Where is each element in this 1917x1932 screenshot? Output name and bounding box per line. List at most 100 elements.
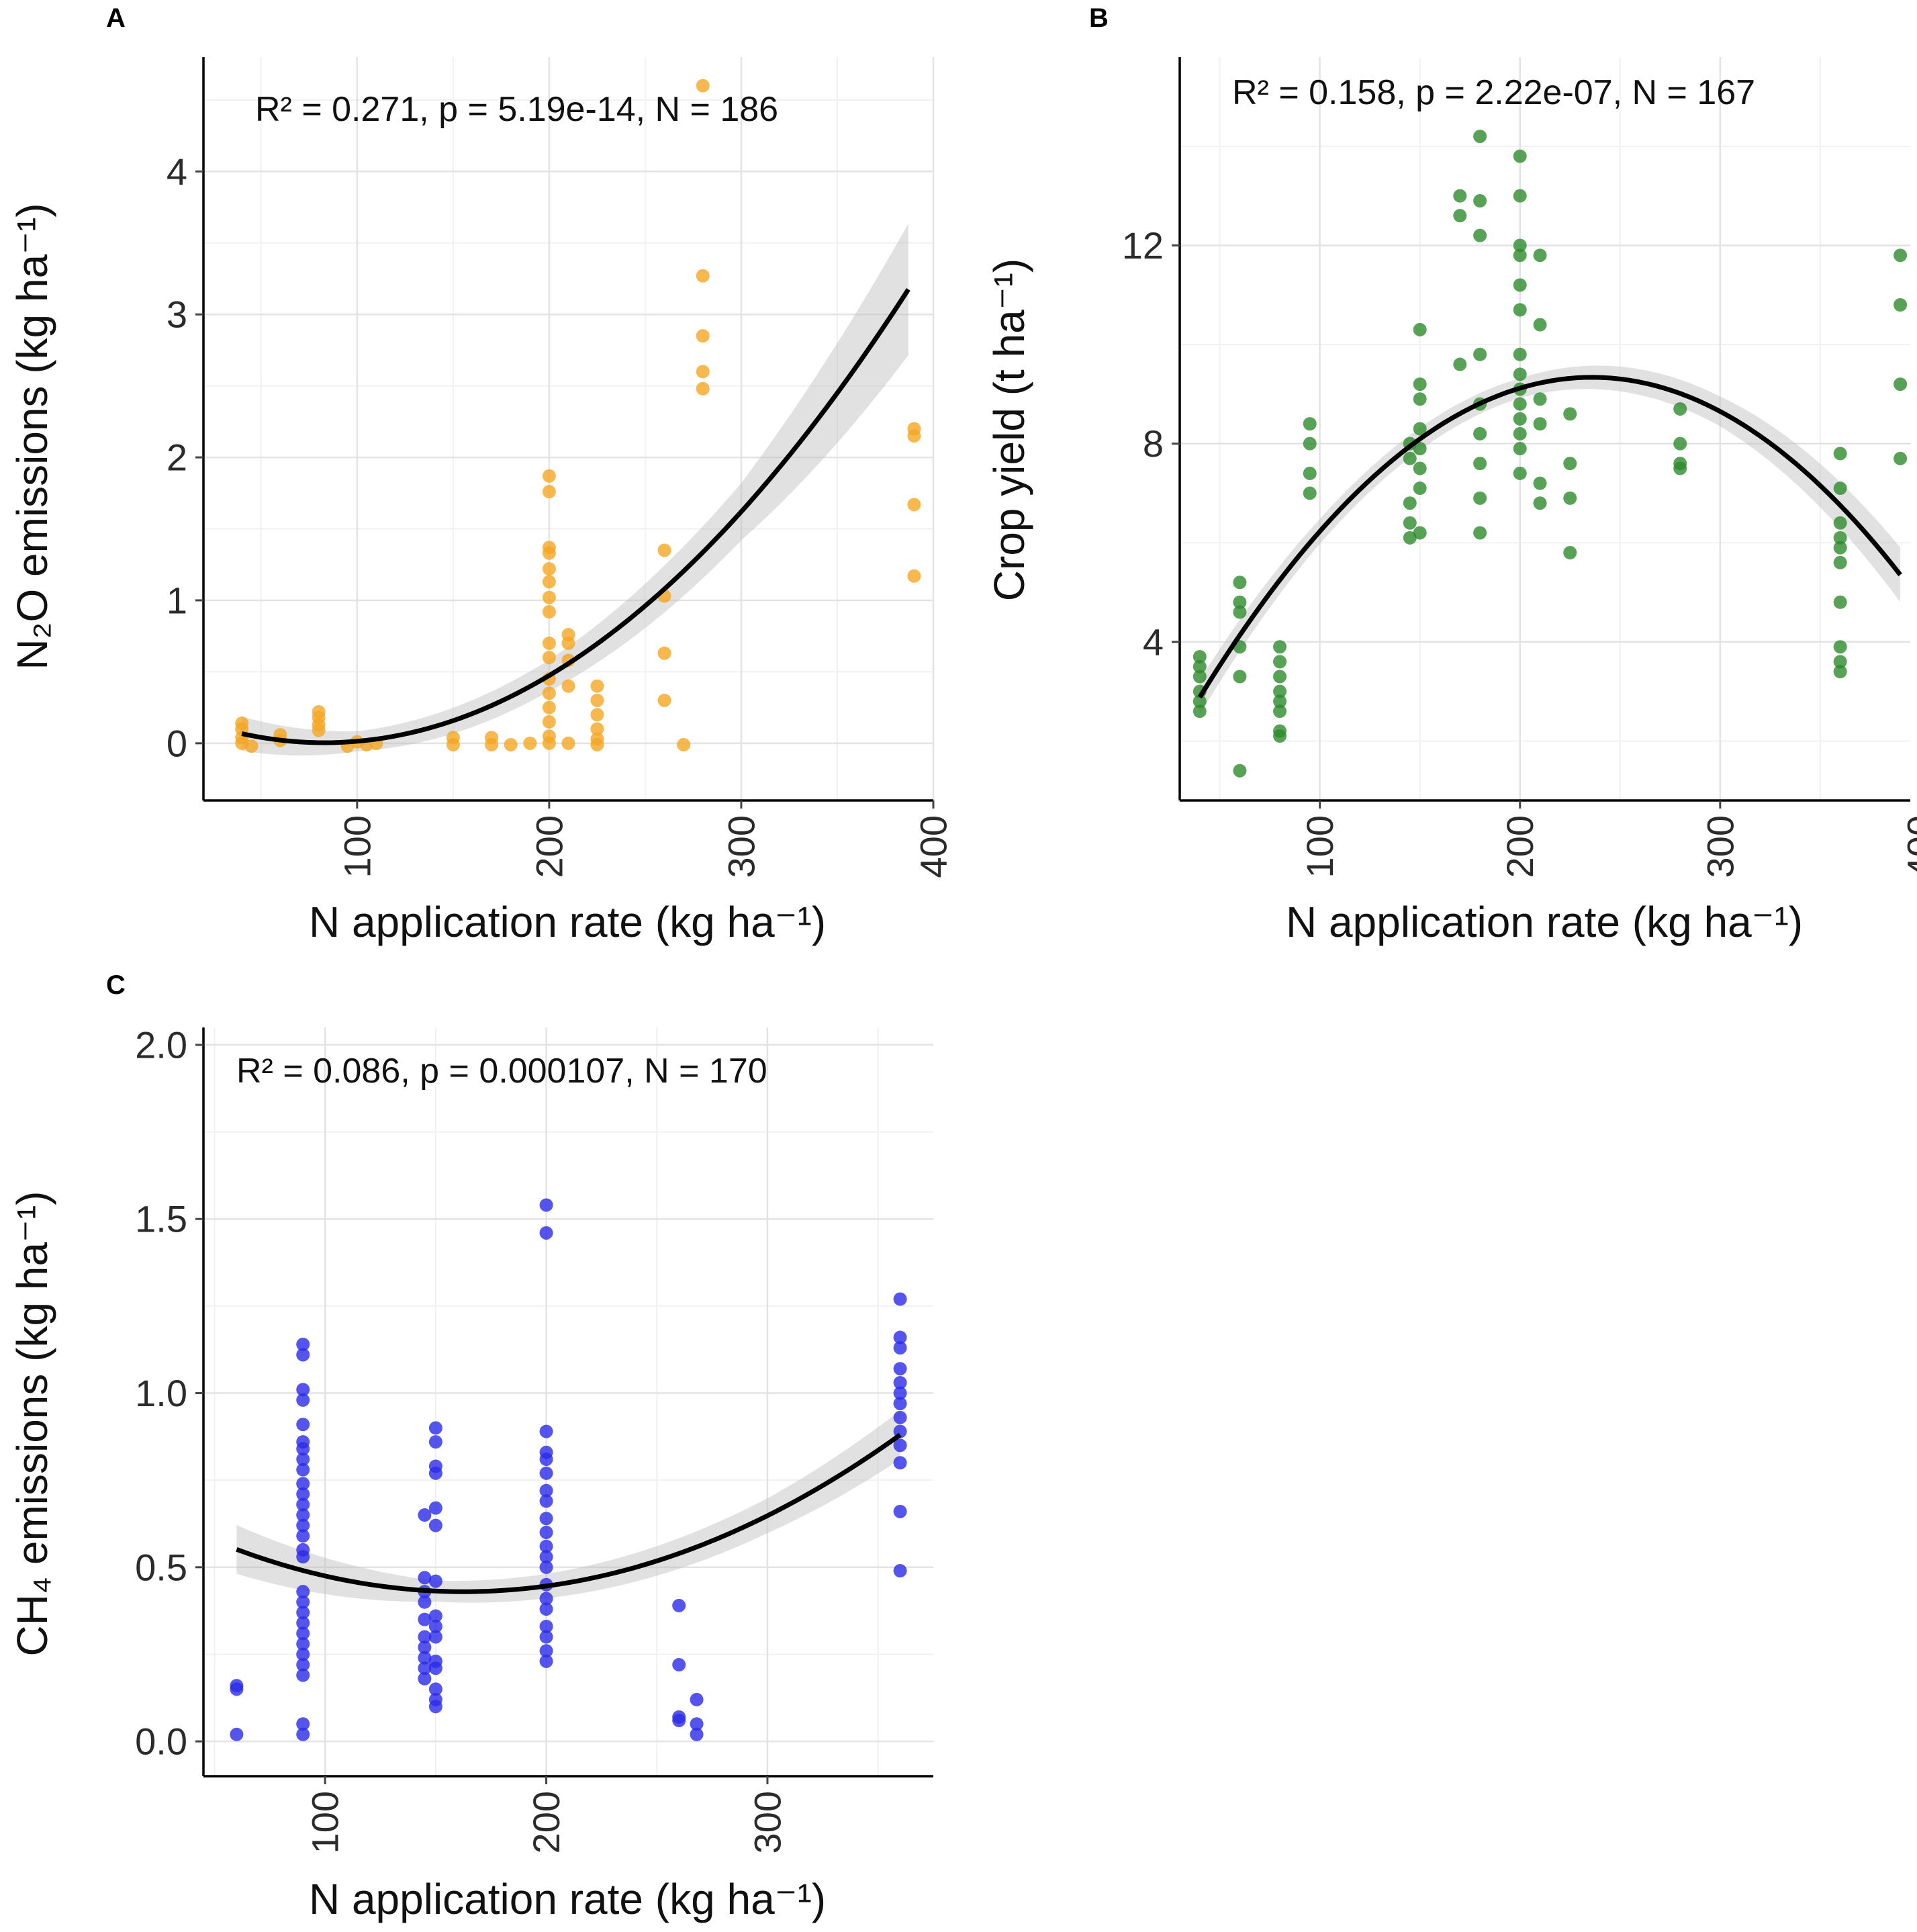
data-point: [418, 1630, 432, 1644]
data-point: [542, 700, 556, 715]
data-point: [561, 636, 575, 650]
data-point: [1513, 347, 1527, 361]
data-point: [542, 485, 556, 499]
y-tick-label: 1.0: [135, 1372, 187, 1414]
data-point: [690, 1692, 704, 1706]
data-point: [296, 1529, 310, 1543]
data-point: [893, 1456, 907, 1470]
data-point: [244, 739, 259, 753]
data-point: [1303, 486, 1317, 500]
data-point: [230, 1727, 244, 1741]
data-point: [1513, 189, 1527, 203]
confidence-band-a: [242, 224, 908, 755]
x-tick-labels-b: 100 200 300 400: [1299, 815, 1917, 878]
data-point: [418, 1571, 432, 1585]
data-point: [539, 1226, 553, 1240]
data-point: [1533, 496, 1547, 510]
stat-annotation-a: R² = 0.271, p = 5.19e-14, N = 186: [255, 90, 778, 129]
data-point: [1233, 595, 1247, 609]
data-point: [1403, 531, 1417, 545]
data-point: [1473, 194, 1487, 208]
data-point: [296, 1348, 310, 1362]
data-point: [1403, 451, 1417, 465]
panel-label-c: C: [106, 970, 126, 1000]
data-point: [1273, 684, 1287, 698]
data-point: [690, 1717, 704, 1731]
data-point: [561, 736, 575, 750]
data-point: [1453, 209, 1467, 223]
data-point: [696, 329, 710, 343]
data-point: [296, 1393, 310, 1407]
data-point: [696, 365, 710, 379]
axes-a: [195, 57, 935, 809]
data-point: [1273, 655, 1287, 669]
data-point: [893, 1341, 907, 1355]
data-point: [539, 1494, 553, 1508]
data-point: [893, 1410, 907, 1424]
data-point: [1273, 704, 1287, 719]
data-point: [1513, 466, 1527, 480]
data-point: [657, 646, 671, 660]
data-point: [1513, 149, 1527, 163]
data-point: [907, 498, 921, 512]
data-point: [539, 1630, 553, 1644]
data-point: [539, 1644, 553, 1658]
y-axis-title-b: Crop yield (t ha⁻¹): [985, 259, 1033, 601]
data-point: [539, 1466, 553, 1480]
y-tick-label: 1: [167, 579, 187, 621]
data-point: [539, 1654, 553, 1668]
data-point: [296, 1668, 310, 1682]
x-axis-title-b: N application rate (kg ha⁻¹): [1286, 898, 1803, 946]
data-point: [418, 1651, 432, 1665]
data-point: [1453, 357, 1467, 371]
panel-a: A 100 200 300 400 0 1 2 3 4 R² = 0.271, p = 5.1…: [8, 3, 955, 946]
data-point: [542, 715, 556, 729]
data-point: [1673, 402, 1687, 416]
data-point: [677, 737, 691, 751]
data-point: [428, 1421, 442, 1435]
data-point: [1513, 238, 1527, 252]
x-tick-label: 300: [720, 815, 762, 878]
data-point: [296, 1637, 310, 1651]
data-point: [1233, 670, 1247, 684]
data-point: [1413, 461, 1427, 475]
data-point: [1893, 377, 1908, 392]
x-tick-label: 400: [1899, 815, 1917, 878]
data-point: [1413, 526, 1427, 540]
grid-c: [203, 1027, 933, 1776]
x-tick-labels-c: 100 200 300: [304, 1791, 789, 1853]
y-tick-label: 3: [167, 293, 187, 336]
data-point: [696, 269, 710, 283]
y-tick-label: 8: [1143, 422, 1164, 465]
data-point: [539, 1550, 553, 1564]
data-point: [1473, 347, 1487, 361]
data-point: [428, 1435, 442, 1449]
data-point: [312, 723, 326, 737]
data-point: [1193, 659, 1207, 674]
data-point: [590, 693, 604, 707]
data-point: [1833, 640, 1847, 654]
y-tick-labels-a: 0 1 2 3 4: [167, 150, 187, 765]
data-point: [542, 575, 556, 589]
data-point: [893, 1564, 907, 1578]
y-tick-label: 0.5: [135, 1546, 187, 1588]
data-point: [1513, 397, 1527, 411]
data-point: [1193, 649, 1207, 663]
data-point: [1563, 407, 1577, 421]
data-point: [1233, 764, 1247, 778]
x-axis-title-c: N application rate (kg ha⁻¹): [309, 1875, 826, 1923]
stat-annotation-b: R² = 0.158, p = 2.22e-07, N = 167: [1232, 73, 1755, 112]
data-point: [296, 1463, 310, 1477]
axes-b: [1172, 57, 1910, 809]
data-point: [446, 737, 460, 751]
x-axis-title-a: N application rate (kg ha⁻¹): [309, 898, 826, 946]
data-point: [907, 429, 921, 443]
data-point: [296, 1487, 310, 1501]
data-point: [296, 1498, 310, 1512]
data-point: [1413, 322, 1427, 336]
data-point: [296, 1383, 310, 1397]
data-point: [539, 1424, 553, 1438]
data-point: [1303, 466, 1317, 480]
data-point: [1563, 457, 1577, 471]
